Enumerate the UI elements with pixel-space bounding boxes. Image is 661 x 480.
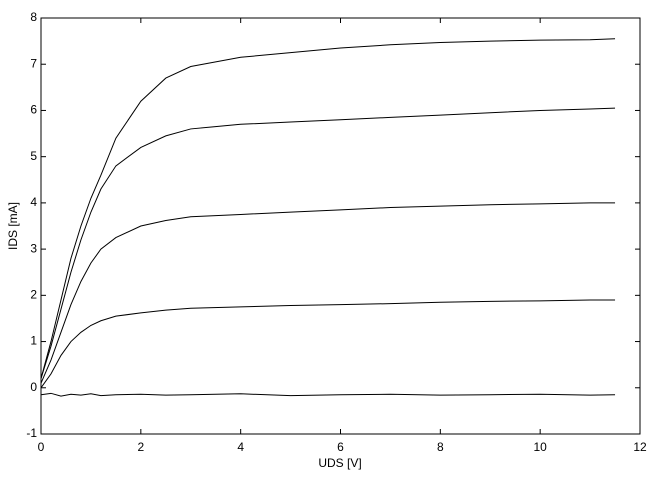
- y-axis-label: IDS [mA]: [6, 202, 20, 250]
- x-tick-label: 4: [237, 440, 244, 454]
- x-tick-label: 10: [533, 440, 547, 454]
- x-tick-label: 12: [633, 440, 647, 454]
- x-axis-label: UDS [V]: [318, 456, 361, 470]
- x-tick-label: 6: [337, 440, 344, 454]
- y-tick-label: -1: [26, 426, 37, 440]
- y-tick-label: 4: [30, 195, 37, 209]
- series-line: [40, 299, 616, 389]
- x-tick-label: 0: [38, 440, 45, 454]
- y-tick-label: 2: [30, 288, 37, 302]
- y-tick-label: 5: [30, 149, 37, 163]
- series-line: [40, 107, 616, 379]
- y-tick-label: 1: [30, 334, 37, 348]
- y-tick-label: 7: [30, 56, 37, 70]
- y-tick-label: 6: [30, 103, 37, 117]
- x-tick-label: 8: [437, 440, 444, 454]
- series-line: [40, 38, 616, 379]
- series-line: [40, 202, 616, 384]
- series-line: [40, 392, 616, 397]
- y-tick-label: 0: [30, 380, 37, 394]
- x-tick-label: 2: [137, 440, 144, 454]
- y-tick-label: 8: [30, 10, 37, 24]
- y-tick-label: 3: [30, 241, 37, 255]
- plot-frame: [40, 17, 641, 435]
